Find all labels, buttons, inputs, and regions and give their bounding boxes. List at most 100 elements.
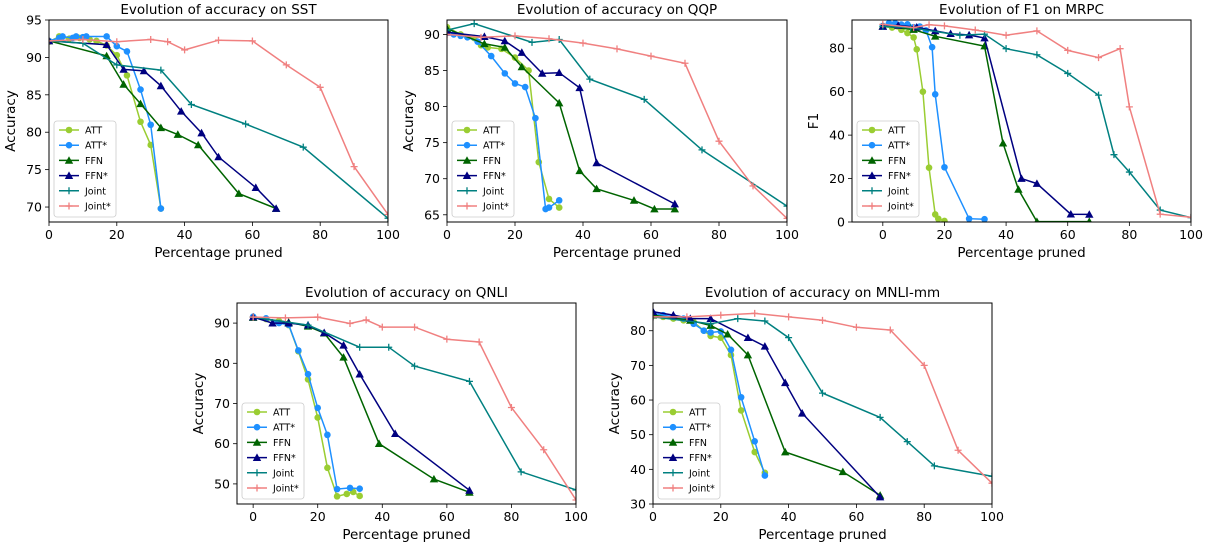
x-tick-label: 40 [781,509,797,524]
legend-marker [64,156,74,164]
data-point [197,128,206,137]
data-point [1116,45,1124,53]
data-point [941,217,948,222]
legend-marker [463,187,471,195]
data-point [374,439,384,448]
data-point [586,75,594,83]
data-point [147,121,154,129]
data-point [1002,45,1010,53]
series-line-joint [653,316,992,478]
legend-marker [463,141,471,149]
series-line-joint-star [49,38,388,215]
legend-label: FFN* [85,171,108,182]
legend-marker [867,171,877,179]
series-joint-star [249,313,576,504]
data-point [113,38,121,46]
legend: ATT ATT* FFN FFN* Joint Joint* [657,402,721,500]
data-point [507,404,515,412]
data-point [59,33,66,40]
data-point [737,393,745,401]
data-point [683,313,691,321]
data-point [1085,210,1094,218]
data-point [751,448,758,456]
data-point [1156,210,1164,218]
data-point [971,26,979,34]
x-tick-label: 100 [980,509,1004,524]
data-point [532,114,539,122]
data-point [925,21,933,29]
legend-marker [868,126,876,134]
data-point [378,323,386,331]
y-tick-label: 85 [26,87,42,102]
data-point [314,414,322,421]
y-axis-label: Accuracy [191,373,207,435]
data-point [173,130,183,138]
legend-label: Joint* [84,202,111,213]
legend-label: ATT* [888,141,910,152]
x-tick-label: 40 [998,227,1014,242]
data-point [384,214,388,222]
data-point [540,446,548,454]
data-point [480,39,489,48]
x-axis-label: Percentage pruned [957,245,1085,261]
data-point [903,438,911,446]
x-tick-label: 0 [649,509,657,524]
data-point [139,66,149,75]
data-point [575,166,584,175]
data-point [743,333,753,342]
data-point [475,338,483,346]
data-point [103,33,110,40]
data-point [706,314,715,322]
x-tick-label: 100 [775,227,799,242]
series-joint-star [653,309,992,487]
data-point [119,65,128,73]
x-tick-label: 60 [848,509,864,524]
series-line-ffn-star [49,40,277,210]
x-tick-label: 60 [643,227,659,242]
data-point [640,95,648,103]
chart-panel-3: Evolution of F1 on MRPC Percentage pruned… [806,2,1203,261]
legend-label: FFN [273,438,291,449]
data-point [783,214,787,222]
data-point [555,98,564,107]
y-tick-label: 40 [829,128,845,143]
plot-frame [446,19,788,223]
y-tick-label: 40 [630,462,646,477]
data-point [164,38,172,46]
data-point [193,140,203,149]
y-axis-label: Accuracy [3,90,19,152]
y-tick-label: 85 [424,63,440,78]
legend-marker [65,126,73,134]
data-point [928,43,936,51]
data-point [511,80,519,87]
x-tick-label: 0 [879,227,887,242]
data-point [965,215,973,222]
y-tick-label: 0 [837,215,845,230]
data-point [749,182,757,190]
data-point [737,407,745,414]
data-point [555,197,563,204]
data-point [904,29,911,37]
y-tick-label: 70 [26,200,42,215]
legend-label: FFN* [483,171,506,182]
data-point [925,164,933,171]
data-point [751,309,759,317]
data-point [579,39,587,47]
data-point [707,329,714,336]
data-point [316,83,324,91]
y-tick-label: 90 [26,50,42,65]
y-tick-label: 80 [26,125,42,140]
legend-marker [669,408,677,416]
data-point [268,318,277,327]
series-line-ffn [447,28,675,210]
data-point [1002,31,1010,39]
data-point [157,66,165,74]
data-point [82,33,90,40]
data-point [876,413,884,421]
chart-panel-2: Evolution of accuracy on QQP Percentage p… [401,2,799,261]
legend-label: FFN [888,156,906,167]
legend-marker [462,156,472,164]
legend-marker [64,171,74,179]
x-tick-label: 20 [507,227,523,242]
data-point [477,33,485,41]
